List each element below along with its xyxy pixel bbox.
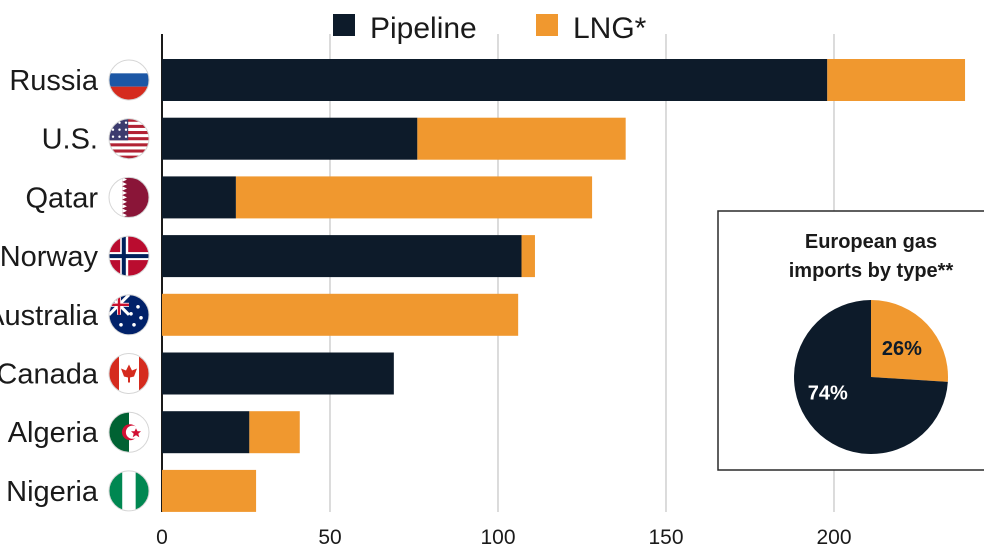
x-tick-label: 0 xyxy=(156,526,168,549)
legend-label-pipeline: Pipeline xyxy=(370,12,477,45)
flags xyxy=(108,59,150,512)
bar-lng xyxy=(162,293,519,336)
category-label: Nigeria xyxy=(6,476,99,508)
x-tick-label: 100 xyxy=(480,526,515,549)
category-label: Australia xyxy=(0,300,99,332)
x-tick-label: 50 xyxy=(318,526,341,549)
norway-flag-icon xyxy=(108,235,150,277)
bar-series xyxy=(162,59,966,512)
pie-slice xyxy=(871,300,948,382)
legend-label-lng: LNG* xyxy=(573,12,647,45)
canada-flag-icon xyxy=(108,353,150,394)
bar-lng xyxy=(162,469,257,512)
x-axis-ticks: 0 50 100 150 200 xyxy=(156,526,851,549)
us-flag-icon xyxy=(108,118,150,160)
legend-swatch-pipeline xyxy=(333,14,355,36)
pie-slice xyxy=(794,300,948,454)
legend-swatch-lng xyxy=(536,14,558,36)
bar-lng xyxy=(249,411,300,454)
bar-lng xyxy=(521,235,535,278)
bar-pipeline xyxy=(162,411,250,454)
inset-title-line-1: European gas xyxy=(805,231,937,253)
australia-flag-icon xyxy=(108,294,150,336)
category-label: U.S. xyxy=(42,124,98,156)
bar-lng xyxy=(417,117,626,160)
category-label: Canada xyxy=(0,359,99,391)
category-label: Algeria xyxy=(8,417,99,449)
bar-pipeline xyxy=(162,59,828,101)
pie-slice-label: 26% xyxy=(882,338,922,360)
category-label: Russia xyxy=(9,65,99,97)
nigeria-flag-icon xyxy=(108,470,150,512)
legend: Pipeline LNG* xyxy=(333,12,647,45)
inset-title-line-2: imports by type** xyxy=(789,260,954,282)
bar-pipeline xyxy=(162,235,522,278)
bar-pipeline xyxy=(162,176,236,219)
bar-lng xyxy=(235,176,593,219)
x-tick-label: 150 xyxy=(648,526,683,549)
algeria-flag-icon xyxy=(108,411,150,453)
bar-pipeline xyxy=(162,352,394,395)
qatar-flag-icon xyxy=(108,176,150,218)
x-tick-label: 200 xyxy=(816,526,851,549)
russia-flag-icon xyxy=(108,59,150,101)
bar-lng xyxy=(827,59,966,101)
bar-pipeline xyxy=(162,117,418,160)
pie-slice-label: 74% xyxy=(808,383,848,405)
category-labels: Russia U.S. Qatar Norway Australia Canada Alge… xyxy=(0,65,99,508)
inset-pie-panel: European gas imports by type** 26% 74% xyxy=(717,210,984,471)
category-label: Qatar xyxy=(25,182,98,214)
category-label: Norway xyxy=(0,241,98,273)
